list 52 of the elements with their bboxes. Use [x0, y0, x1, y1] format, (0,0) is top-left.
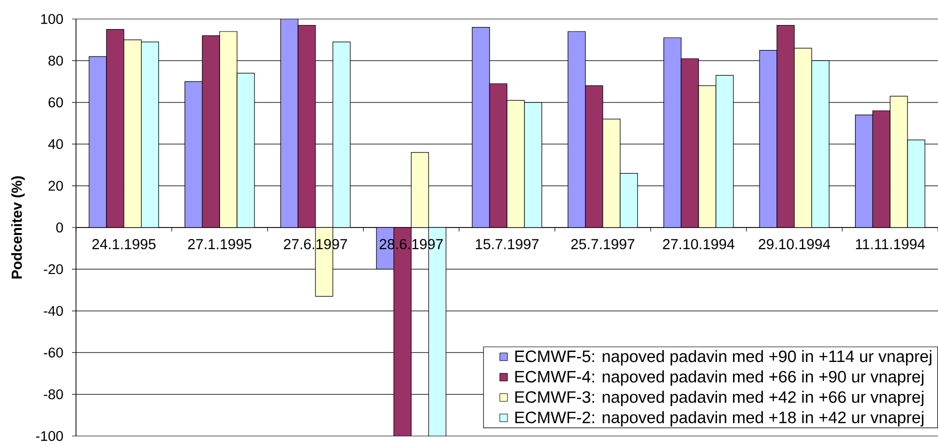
legend-label: ECMWF-3: napoved padavin med +42 in +66 ur vnaprej: [515, 390, 924, 406]
bar: [698, 85, 716, 228]
bar: [410, 152, 429, 228]
bar: [88, 56, 107, 228]
y-axis-title: Podcenitev (%): [11, 176, 25, 278]
x-tick-label: 15.7.1997: [476, 239, 539, 250]
legend-label: ECMWF-5: napoved padavin med +90 in +114 ur vnaprej: [515, 350, 932, 366]
bar: [236, 72, 255, 228]
y-tick-label: -60: [44, 348, 63, 358]
x-tick-label: 25.7.1997: [571, 239, 634, 250]
y-tick-label: -40: [44, 306, 63, 316]
x-tick-label: 27.10.1994: [663, 239, 734, 250]
bar: [298, 24, 316, 228]
bar: [776, 24, 795, 228]
bar: [280, 18, 298, 228]
x-tick-label: 29.10.1994: [758, 239, 830, 250]
x-tick-label: 24.1.1995: [92, 239, 156, 250]
bar: [794, 48, 812, 228]
legend-label: ECMWF-2: napoved padavin med +18 in +42 ur vnaprej: [515, 411, 924, 427]
bar: [811, 60, 830, 228]
y-tick-label: -20: [44, 264, 63, 274]
x-tick-label: 27.1.1995: [188, 239, 252, 250]
bar: [602, 118, 620, 228]
y-tick-label: 0: [56, 222, 63, 232]
bar: [472, 27, 490, 228]
bar: [872, 110, 890, 228]
y-tick-label: 80: [48, 56, 63, 66]
y-tick-label: 60: [48, 97, 63, 108]
bar: [524, 102, 542, 228]
x-tick-label: 11.11.1994: [856, 239, 925, 250]
bar: [759, 50, 778, 228]
bar: [663, 37, 682, 228]
bar: [568, 31, 586, 228]
bar: [184, 81, 203, 228]
bar: [489, 83, 508, 228]
bar: [506, 100, 525, 228]
bar: [202, 35, 220, 228]
bar: [140, 42, 159, 228]
y-tick-label: 40: [48, 139, 63, 150]
y-tick-label: -100: [36, 431, 63, 441]
bar: [855, 114, 874, 228]
bar: [716, 74, 734, 228]
y-tick-label: -80: [44, 389, 63, 400]
bar: [585, 85, 604, 228]
y-tick-label: 100: [41, 14, 63, 24]
bar: [332, 42, 351, 228]
bar: [680, 58, 699, 228]
legend-label: ECMWF-4: napoved padavin med +66 in +90 ur vnaprej: [515, 370, 924, 386]
bar: [620, 172, 638, 228]
bar: [907, 140, 926, 228]
y-tick-label: 20: [48, 180, 63, 191]
bar: [106, 29, 124, 228]
